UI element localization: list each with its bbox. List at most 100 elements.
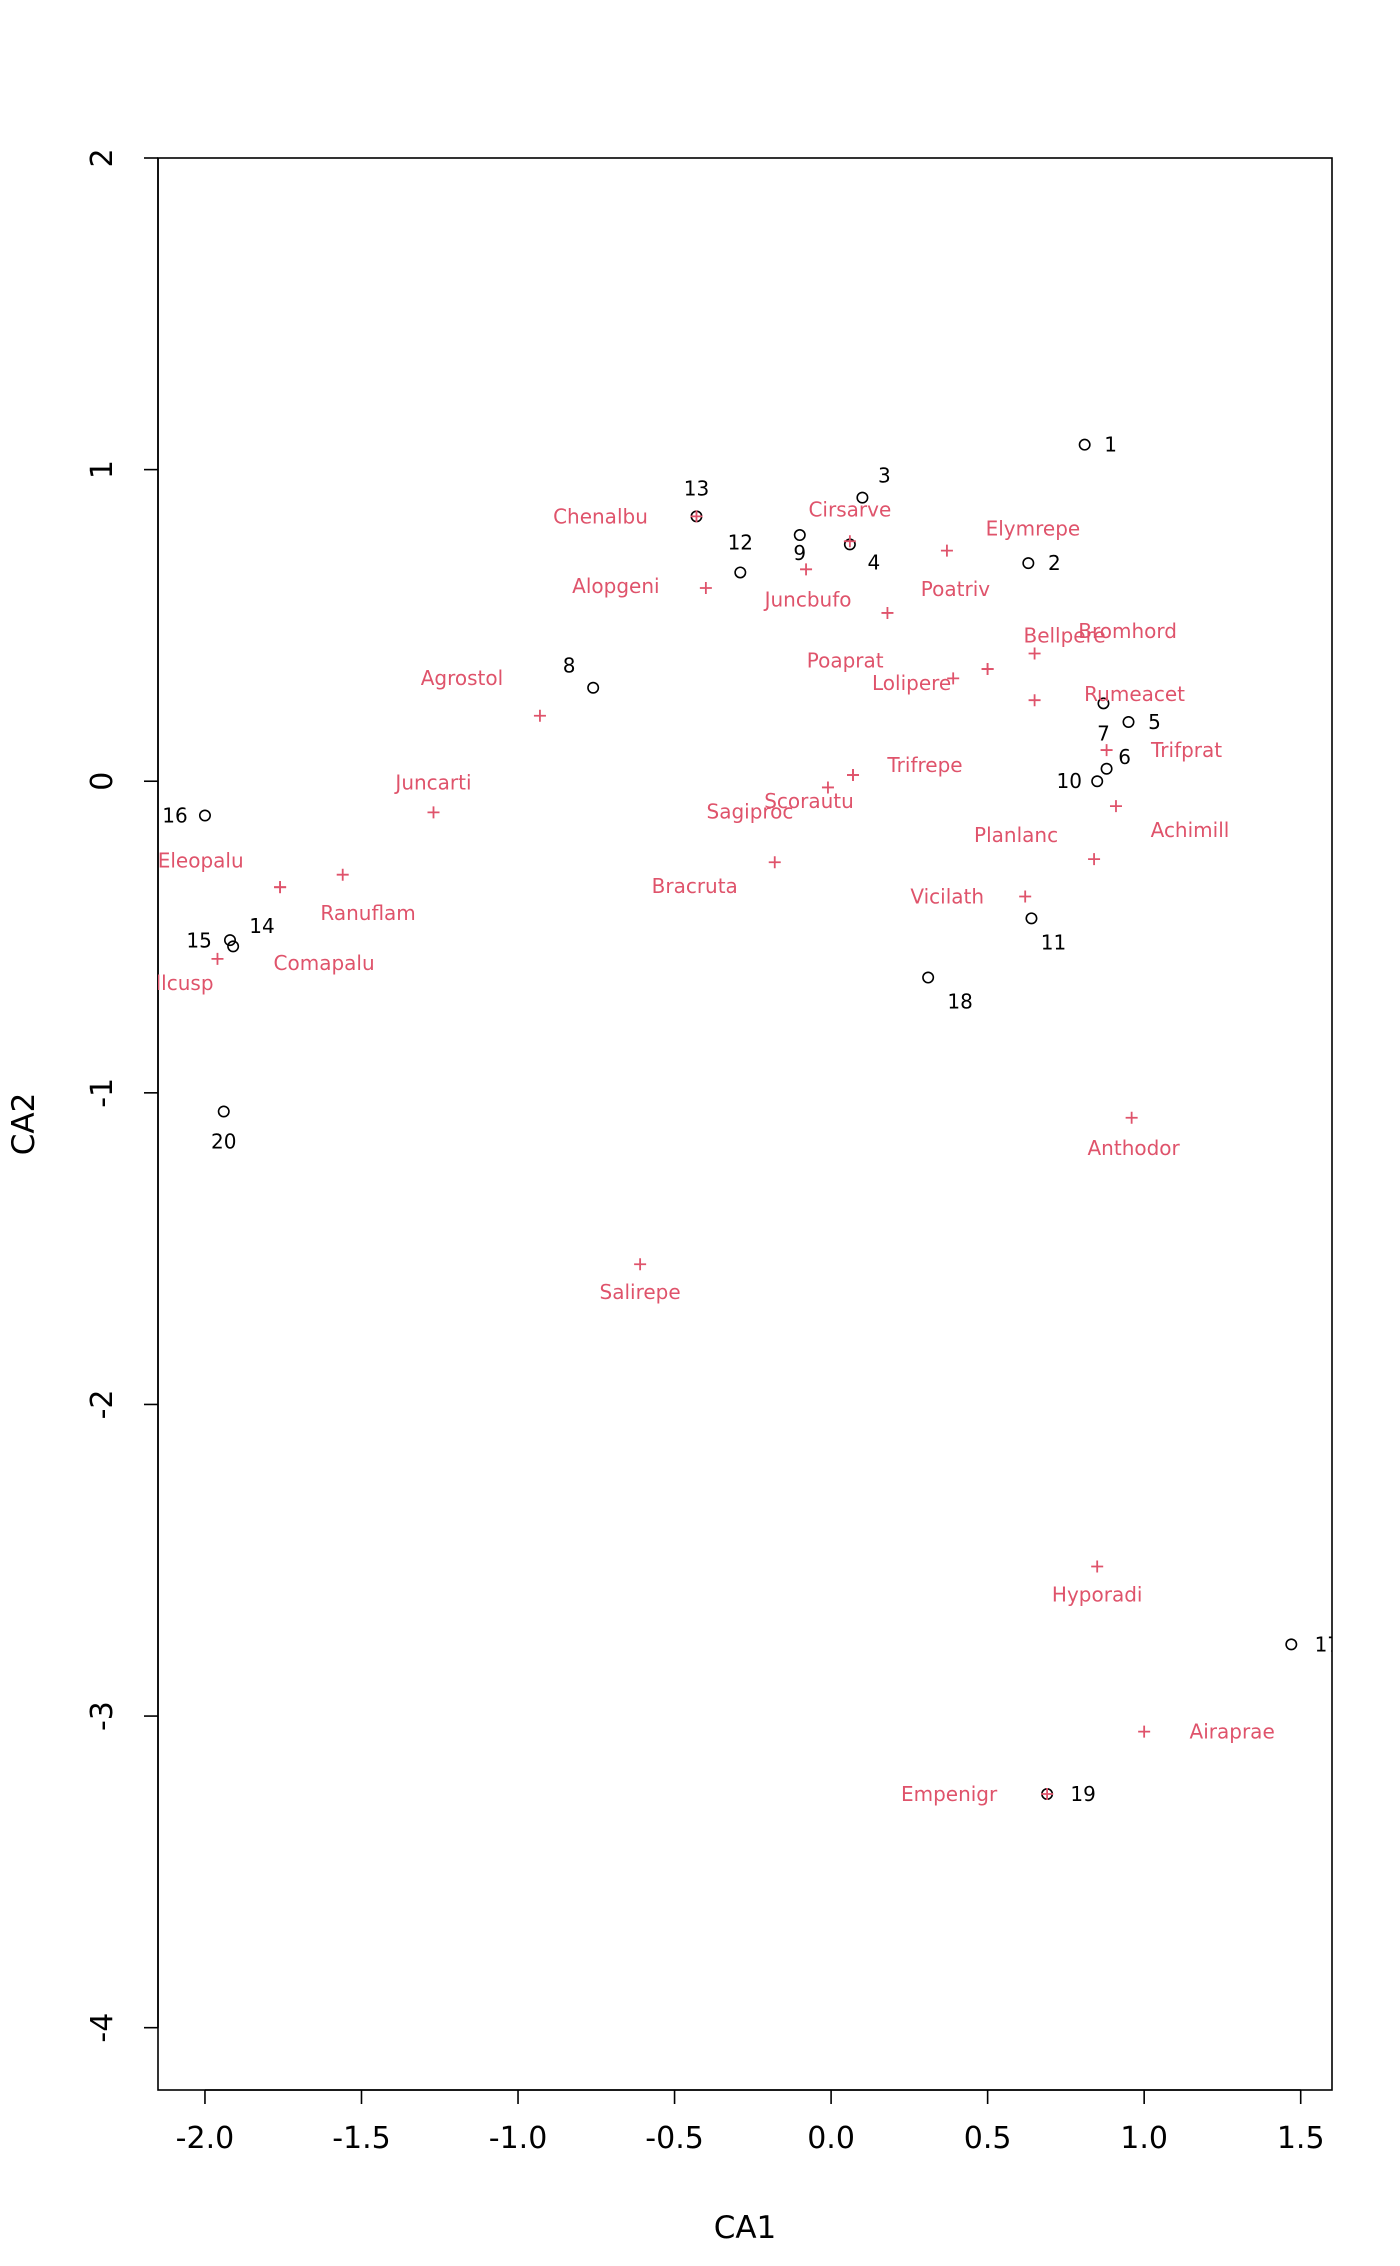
species-point: [1109, 800, 1122, 813]
species-label: Anthodor: [1088, 1136, 1181, 1160]
species-label: Sagiproc: [707, 799, 794, 823]
species-label: Ranuflam: [320, 901, 415, 925]
site-label: 7: [1097, 721, 1110, 745]
site-label: 6: [1118, 745, 1131, 769]
site-label: 2: [1048, 551, 1061, 575]
species-label: Trifprat: [1150, 738, 1222, 762]
species-label: Alopgeni: [572, 574, 659, 598]
site-point: [793, 529, 806, 542]
species-label: Callcusp: [129, 971, 213, 995]
species-label: Poaprat: [807, 648, 884, 672]
y-tick-label: -4: [85, 2013, 120, 2043]
y-tick-label: 0: [85, 772, 120, 791]
points-layer: 1234567891011121314151617181920AchimillA…: [129, 433, 1340, 1806]
species-point: [947, 672, 960, 685]
site-label: 5: [1148, 710, 1161, 734]
species-point: [881, 606, 894, 619]
species-point: [843, 535, 856, 548]
site-label: 20: [211, 1130, 236, 1154]
site-point: [1091, 775, 1104, 788]
site-label: 10: [1056, 769, 1081, 793]
site-point: [922, 971, 935, 984]
species-label: Elymrepe: [986, 517, 1081, 541]
species-point: [211, 952, 224, 965]
site-point: [587, 681, 600, 694]
species-point: [690, 510, 703, 523]
x-tick-label: 0.0: [807, 2121, 855, 2156]
species-label: Agrostol: [421, 666, 503, 690]
species-point: [1138, 1725, 1151, 1738]
site-label: 13: [684, 476, 709, 500]
y-tick-label: -3: [85, 1701, 120, 1731]
site-point: [1022, 557, 1035, 570]
y-tick-label: 1: [85, 460, 120, 479]
x-tick-label: 1.5: [1277, 2121, 1325, 2156]
x-tick-label: 0.5: [964, 2121, 1012, 2156]
x-axis-title: CA1: [714, 2210, 777, 2246]
species-label: Hyporadi: [1052, 1582, 1143, 1606]
species-label: Cirsarve: [808, 497, 891, 521]
site-label: 19: [1070, 1782, 1095, 1806]
species-point: [1100, 744, 1113, 757]
site-label: 14: [249, 914, 274, 938]
site-label: 17: [1315, 1632, 1340, 1656]
plot-frame: [157, 157, 1333, 2091]
species-label: Lolipere: [872, 671, 951, 695]
site-label: 11: [1041, 930, 1066, 954]
x-tick-label: -1.0: [489, 2121, 548, 2156]
species-point: [1028, 647, 1041, 660]
species-point: [1088, 853, 1101, 866]
species-point: [768, 856, 781, 869]
x-tick-label: -1.5: [332, 2121, 391, 2156]
site-point: [1097, 697, 1110, 710]
species-point: [800, 563, 813, 576]
site-label: 15: [186, 928, 211, 952]
site-label: 1: [1104, 433, 1117, 457]
species-label: Eleopalu: [158, 849, 244, 873]
x-tick-label: 1.0: [1120, 2121, 1168, 2156]
y-tick-label: 2: [85, 148, 120, 167]
species-point: [1041, 1787, 1054, 1800]
site-point: [1122, 716, 1135, 729]
species-label: Airaprae: [1190, 1720, 1275, 1744]
site-label: 12: [728, 530, 753, 554]
species-point: [1125, 1111, 1138, 1124]
site-point: [198, 809, 211, 822]
species-label: Bellpere: [1023, 623, 1105, 647]
site-point: [1285, 1638, 1298, 1651]
species-label: Empenigr: [901, 1782, 998, 1806]
site-point: [1078, 438, 1091, 451]
species-point: [847, 768, 860, 781]
site-point: [224, 934, 237, 947]
x-tick-label: -2.0: [176, 2121, 235, 2156]
species-label: Bracruta: [652, 874, 738, 898]
species-point: [1019, 890, 1032, 903]
species-point: [699, 582, 712, 595]
x-tick-label: -0.5: [645, 2121, 704, 2156]
site-point: [1025, 912, 1038, 925]
species-label: Rumeacet: [1084, 682, 1185, 706]
site-point: [734, 566, 747, 579]
species-label: Chenalbu: [553, 504, 648, 528]
species-label: Vicilath: [910, 885, 984, 909]
site-point: [227, 940, 240, 953]
species-point: [1091, 1560, 1104, 1573]
site-label: 18: [947, 990, 972, 1014]
site-label: 9: [793, 541, 806, 565]
species-point: [274, 881, 287, 894]
species-label: Salirepe: [600, 1280, 681, 1304]
site-label: 3: [878, 464, 891, 488]
species-point: [427, 806, 440, 819]
site-point: [1100, 762, 1113, 775]
site-point: [217, 1105, 230, 1118]
site-point: [856, 491, 869, 504]
x-axis: -2.0 -1.5 -1.0 -0.5 0.0 0.5 1.0 1.5: [176, 2089, 1325, 2156]
species-label: Juncarti: [393, 770, 471, 794]
site-label: 8: [563, 654, 576, 678]
y-axis-title: CA2: [6, 1093, 42, 1156]
y-axis: -4 -3 -2 -1 0 1 2: [85, 148, 159, 2043]
species-point: [981, 663, 994, 676]
species-label: Trifrepe: [886, 753, 962, 777]
species-label: Poatriv: [921, 577, 990, 601]
